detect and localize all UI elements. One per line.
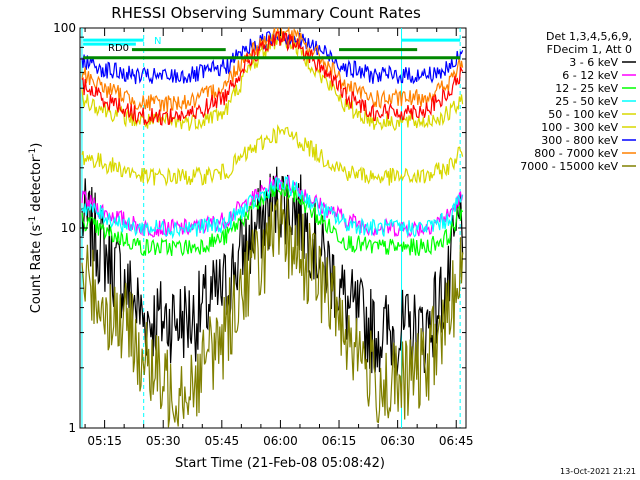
y-tick-label-2: 100 [53,21,76,35]
legend-label-4: 50 - 100 keV [548,108,618,121]
annotation-rd0: RD0 [108,43,129,54]
y-axis-label: Count Rate (s-1 detector-1) [28,143,44,314]
x-tick-label-3: 06:00 [263,434,298,448]
series-line-4 [81,124,464,187]
legend-header-line-1: Det 1,3,4,5,6,9, [546,30,632,43]
series-line-8 [81,195,464,428]
status-bars [83,38,461,60]
y-tick-label-0: 1 [68,421,76,435]
legend-label-6: 300 - 800 keV [541,134,618,147]
legend: Det 1,3,4,5,6,9, FDecim 1, Att 0 3 - 6 k… [520,30,636,173]
legend-label-5: 100 - 300 keV [541,121,618,134]
legend-header-line-2: FDecim 1, Att 0 [547,43,632,56]
chart-title: RHESSI Observing Summary Count Rates [111,4,421,22]
legend-label-2: 12 - 25 keV [555,82,618,95]
x-tick-label-1: 05:30 [146,434,181,448]
x-axis: 05:15 05:30 05:45 06:00 06:15 06:30 06:45 [84,28,474,448]
series-line-3 [81,175,464,240]
legend-label-3: 25 - 50 keV [555,95,618,108]
series-line-5 [81,31,464,132]
legend-label-0: 3 - 6 keV [569,56,618,69]
x-tick-label-4: 06:15 [322,434,357,448]
legend-label-8: 7000 - 15000 keV [520,160,618,173]
y-tick-label-1: 10 [61,221,76,235]
legend-label-7: 800 - 7000 keV [534,147,618,160]
x-tick-label-0: 05:15 [87,434,122,448]
annotation-n: N [154,36,161,47]
x-axis-label: Start Time (21-Feb-08 05:08:42) [175,456,385,471]
x-tick-label-6: 06:45 [439,434,474,448]
timestamp: 13-Oct-2021 21:21 [560,467,636,476]
y-axis: 1 10 100 [53,21,466,435]
x-tick-label-5: 06:30 [380,434,415,448]
legend-label-1: 6 - 12 keV [562,69,618,82]
series-layer [81,26,464,428]
plot-area [79,26,467,429]
x-tick-label-2: 05:45 [205,434,240,448]
series-line-extra [81,30,464,126]
series-line-2 [81,182,464,257]
